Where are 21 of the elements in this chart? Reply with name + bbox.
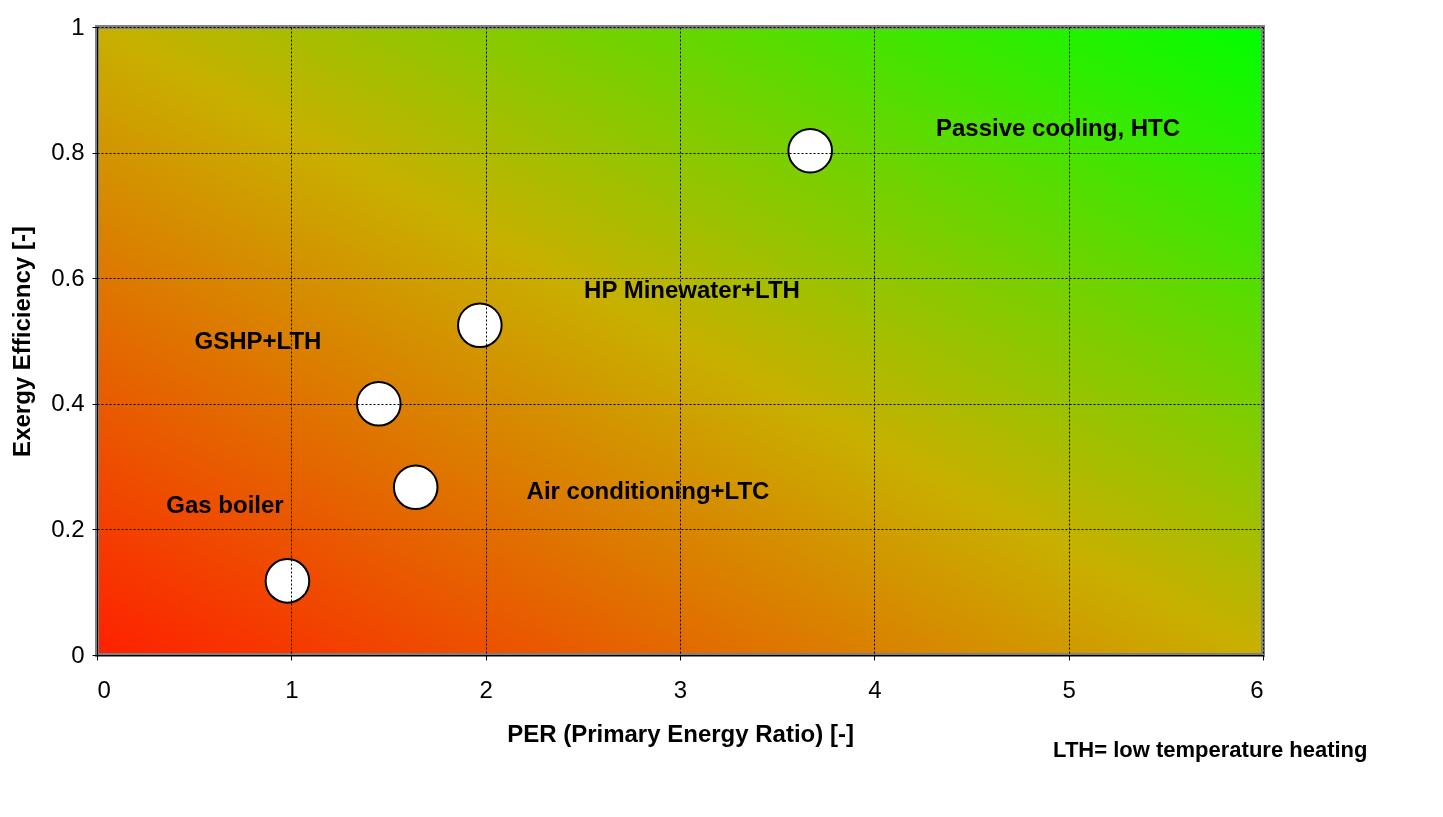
x-tick-label: 5 bbox=[1062, 675, 1076, 703]
y-tick-label: 0.8 bbox=[51, 138, 85, 166]
x-tick-label: 0 bbox=[97, 675, 111, 703]
text: LTH= low temperature heating bbox=[1053, 737, 1368, 762]
annotation: HP Minewater+LTH bbox=[584, 276, 800, 303]
annotation: GSHP+LTH bbox=[194, 327, 322, 354]
y-tick-label: 0.2 bbox=[51, 514, 85, 542]
x-tick-label: 3 bbox=[673, 675, 688, 703]
x-tick-label: 6 bbox=[1250, 675, 1264, 703]
y-tick-label: 0.6 bbox=[51, 263, 85, 291]
y-tick-label: 0 bbox=[71, 640, 85, 668]
x-tick-label: 2 bbox=[479, 675, 493, 703]
x-tick-label: 4 bbox=[868, 675, 882, 703]
y-tick-label: 1 bbox=[71, 12, 85, 40]
annotation: Passive cooling, HTC bbox=[935, 114, 1181, 141]
annotation: Gas boiler bbox=[166, 491, 284, 518]
y-tick-label: 0.4 bbox=[51, 389, 85, 417]
x-axis-title: PER (Primary Energy Ratio) [-] bbox=[507, 719, 854, 747]
annotation: Air conditioning+LTC bbox=[526, 477, 770, 504]
x-tick-label: 1 bbox=[285, 675, 299, 703]
y-axis-title: Exergy Efficiency [-] bbox=[8, 226, 36, 457]
